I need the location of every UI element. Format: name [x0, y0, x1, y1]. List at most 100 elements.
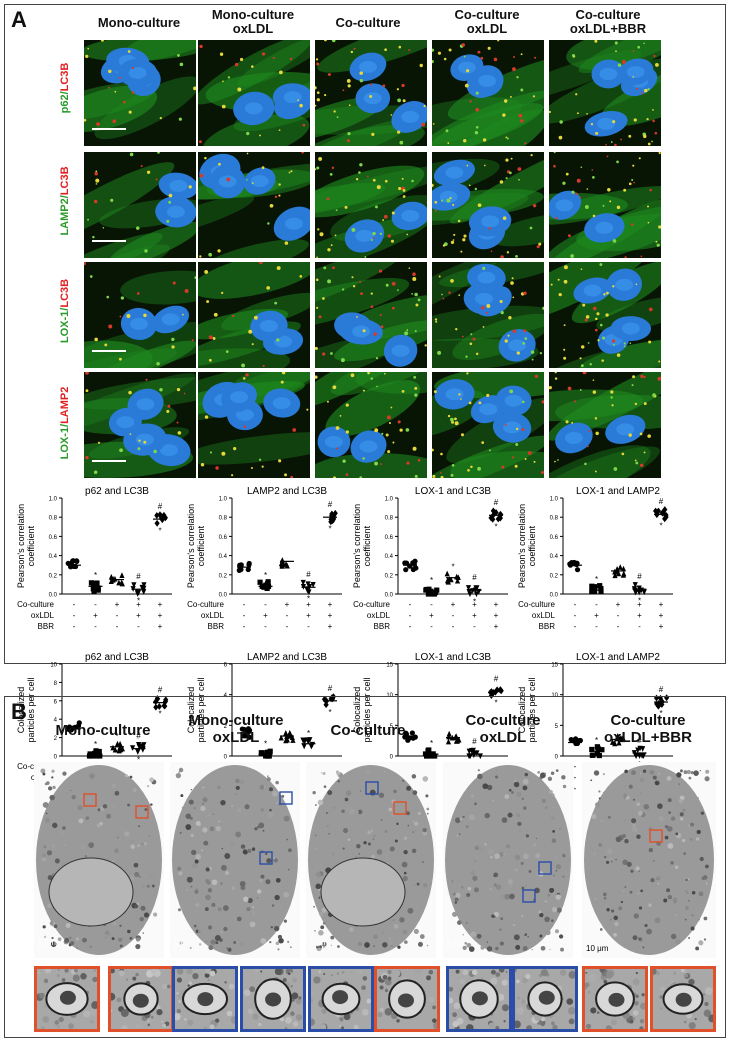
fluorescence-image: [549, 40, 661, 146]
treatment-sign: +: [429, 611, 434, 620]
em-image: [306, 762, 436, 958]
em-column-header: Mono-culture: [48, 722, 158, 739]
significance-mark: *: [158, 526, 161, 535]
treatment-sign: +: [158, 622, 163, 631]
fluorescence-image: [315, 262, 427, 368]
data-point: [445, 577, 451, 584]
data-point: [620, 565, 627, 572]
y-tick-label: 0.8: [550, 516, 559, 522]
data-point: [448, 576, 454, 583]
treatment-sign: -: [452, 622, 455, 631]
y-tick-label: 0.6: [49, 535, 58, 541]
y-tick-label: 6: [54, 699, 58, 705]
scatter-chart-svg: LOX-1 and LAMP2 Pearson's correlation coef…: [517, 486, 673, 631]
em-scale-label: 10 μm: [586, 944, 609, 953]
data-point: [664, 694, 670, 702]
treatment-sign: -: [430, 600, 433, 609]
column-header-line2: oxLDL+BBR: [569, 21, 647, 36]
significance-mark: #: [158, 502, 163, 511]
scatter-chart-svg: LOX-1 and LC3B Pearson's correlation coeff…: [352, 486, 508, 631]
em-column-header-line2: oxLDL: [212, 729, 260, 746]
treatment-sign: +: [93, 611, 98, 620]
treatment-label: BBR: [539, 622, 556, 631]
data-group: [66, 720, 82, 733]
significance-mark: #: [158, 686, 163, 695]
data-point: [474, 750, 480, 757]
y-tick-label: 10: [50, 663, 57, 669]
scatter-chart-svg: LAMP2 and LC3B Pearson's correlation coeff…: [186, 486, 342, 631]
y-tick-label: 1.0: [219, 497, 228, 503]
data-point: [632, 582, 638, 588]
significance-mark: #: [136, 732, 141, 741]
significance-mark: *: [158, 710, 161, 719]
data-point: [403, 567, 409, 573]
y-tick-label: 0.8: [219, 516, 228, 522]
y-axis-label: particles per cell: [196, 677, 206, 742]
treatment-sign: -: [243, 622, 246, 631]
treatment-sign: -: [409, 611, 412, 620]
em-scale-label: 5 μm: [447, 938, 465, 947]
data-point: [466, 748, 472, 755]
scatter-chart: p62 and LC3B Pearson's correlation coeffic…: [6, 484, 176, 642]
data-point: [633, 753, 639, 760]
significance-mark: #: [494, 675, 499, 684]
row-label: LAMP2/LC3B: [59, 146, 71, 256]
y-tick-label: 0.0: [385, 593, 394, 599]
scatter-chart: LOX-1 and LAMP2 Pearson's correlation coef…: [507, 484, 677, 642]
y-tick-label: 2: [224, 724, 228, 730]
chart-title: LAMP2 and LC3B: [247, 652, 327, 663]
treatment-label: oxLDL: [31, 611, 55, 620]
data-point: [135, 749, 141, 755]
treatment-sign: +: [158, 600, 163, 609]
fluorescence-image: [432, 372, 544, 478]
treatment-sign: +: [306, 611, 311, 620]
data-group: [278, 557, 294, 569]
y-axis-label: coefficient: [527, 525, 537, 566]
y-axis-label: coefficient: [26, 525, 36, 566]
y-axis-label: particles per cell: [26, 677, 36, 742]
data-point: [328, 518, 334, 526]
data-point: [141, 742, 147, 748]
column-header-line2: oxLDL: [466, 21, 508, 36]
y-tick-label: 15: [386, 663, 393, 669]
data-point: [284, 562, 290, 569]
data-group: *: [589, 575, 604, 594]
significance-mark: *: [264, 571, 267, 580]
data-group: #*: [323, 500, 338, 533]
row-label-red: LC3B: [59, 278, 71, 308]
data-point: [263, 753, 269, 759]
treatment-sign: -: [94, 622, 97, 631]
treatment-label: oxLDL: [367, 611, 391, 620]
y-tick-label: 0.4: [550, 554, 559, 560]
zoom-inset: [582, 966, 648, 1032]
treatment-sign: -: [116, 611, 119, 620]
data-group: *: [257, 571, 273, 592]
column-header-line1: Co-culture: [454, 7, 520, 22]
column-header-line1: Co-culture: [335, 15, 401, 30]
data-group: [568, 736, 583, 747]
y-axis-label: Pearson's correlation: [517, 504, 527, 588]
data-point: [590, 752, 596, 758]
data-point: [246, 734, 252, 740]
significance-mark: *: [115, 732, 118, 741]
significance-mark: *: [659, 522, 662, 531]
data-point: [119, 572, 125, 579]
treatment-sign: +: [637, 600, 642, 609]
data-point: [287, 729, 293, 736]
y-tick-label: 6: [224, 663, 228, 669]
data-group: [567, 559, 582, 573]
data-point: [491, 689, 497, 696]
data-point: [410, 566, 416, 573]
significance-mark: *: [94, 571, 97, 580]
data-point: [265, 579, 271, 585]
data-point: [423, 753, 430, 759]
treatment-label: Co-culture: [353, 600, 390, 609]
data-point: [592, 588, 598, 594]
data-point: [429, 591, 435, 597]
y-tick-label: 0.6: [385, 535, 394, 541]
y-tick-label: 2: [54, 736, 58, 742]
treatment-sign: +: [451, 600, 456, 609]
treatment-sign: -: [243, 600, 246, 609]
data-point: [310, 582, 316, 588]
zoom-inset: [34, 966, 100, 1032]
